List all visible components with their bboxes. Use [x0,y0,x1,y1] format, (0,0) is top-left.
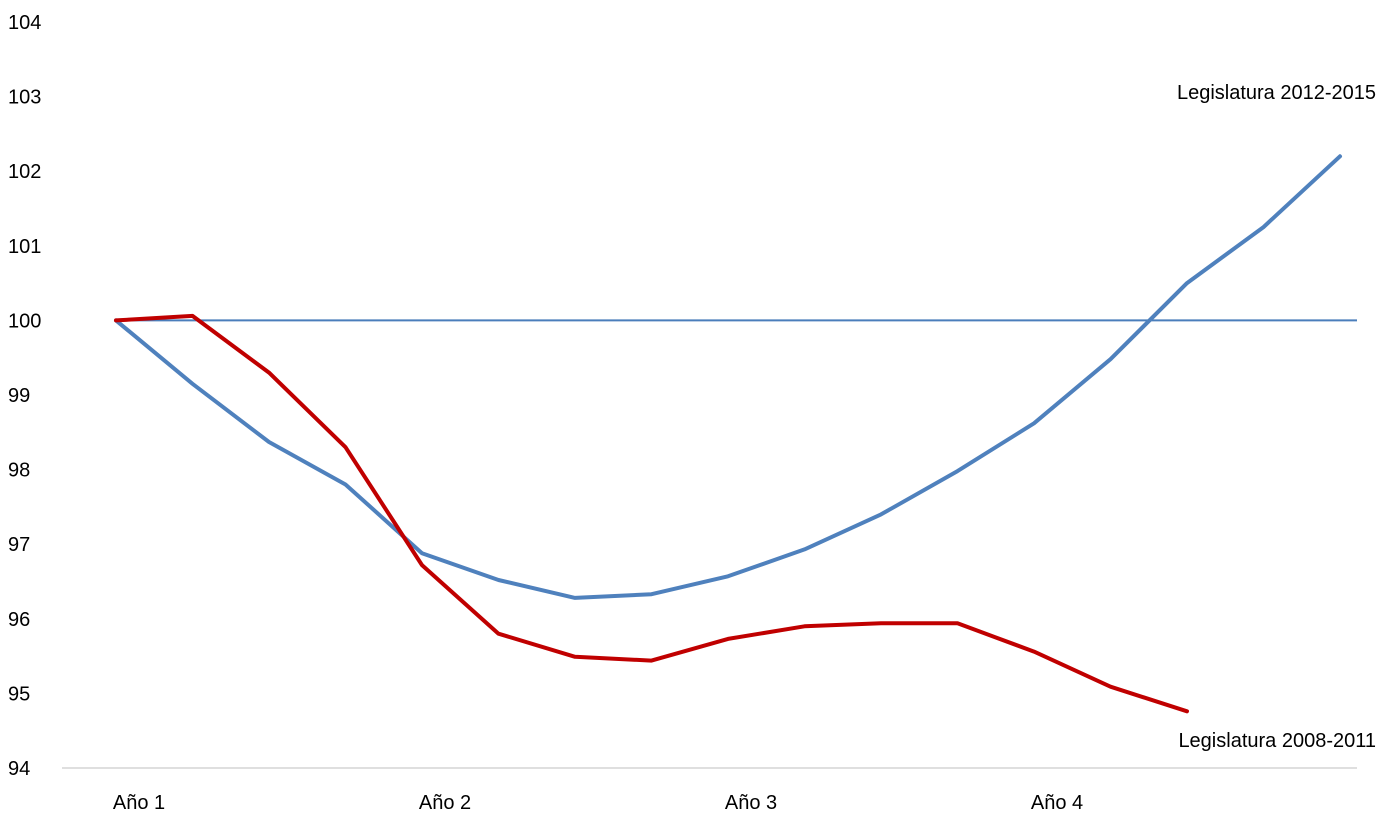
series-label-2012-2015: Legislatura 2012-2015 [1177,82,1376,104]
y-tick-label: 95 [8,683,30,705]
y-tick-label: 101 [8,236,41,258]
x-tick-label: Año 3 [725,792,777,814]
y-axis-ticks: 104 103 102 101 100 99 98 97 96 95 94 [8,12,41,780]
series-lines [114,154,1342,714]
y-tick-label: 100 [8,310,41,332]
y-tick-label: 98 [8,460,30,482]
y-tick-label: 104 [8,12,41,34]
series-label-2008-2011: Legislatura 2008-2011 [1178,730,1376,752]
y-tick-label: 96 [8,609,30,631]
x-tick-label: Año 2 [419,792,471,814]
x-tick-label: Año 4 [1031,792,1083,814]
y-tick-label: 97 [8,534,30,556]
x-tick-label: Año 1 [113,792,165,814]
y-tick-label: 103 [8,87,41,109]
y-tick-label: 102 [8,161,41,183]
x-axis-ticks: Año 1 Año 2 Año 3 Año 4 [113,792,1083,814]
series-line-2008-2011 [114,313,1189,714]
series-line-2012-2015 [114,154,1342,600]
y-tick-label: 94 [8,758,30,780]
y-tick-label: 99 [8,385,30,407]
